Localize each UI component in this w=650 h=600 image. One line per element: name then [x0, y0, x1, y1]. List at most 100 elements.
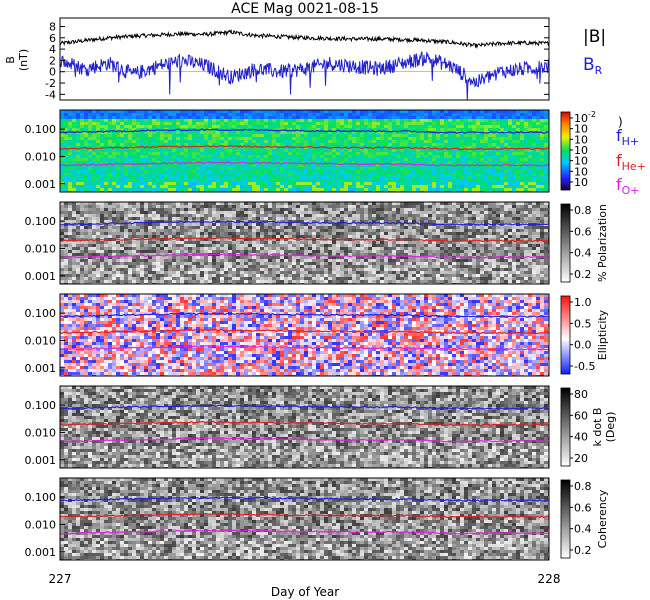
gyrofrequency-line-heplus	[60, 236, 549, 243]
plot-frame	[59, 17, 550, 101]
y-tick-label: 0.001	[25, 362, 57, 375]
panel-coherency: 0.100 0.010 0.001 0.8 0.6 0.4 0.2 Coherency	[25, 477, 609, 561]
y-tick-label: 0.001	[25, 546, 57, 559]
colorbar-tick-label: 0.4	[574, 523, 592, 536]
x-tick-label-end: 228	[538, 572, 561, 586]
y-tick-label: 0.001	[25, 454, 57, 467]
colorbar-tick-label: 0.6	[574, 501, 592, 514]
colorbar-tick-label: 10	[574, 123, 588, 136]
colorbar-tick-label: 0.8	[574, 204, 592, 217]
colorbar-label: Coherency	[596, 489, 609, 548]
y-tick-label: 0.010	[25, 334, 57, 347]
colorbar-tick-label: 10	[574, 144, 588, 157]
colorbar-tick-label: 20	[574, 452, 588, 465]
gyrofrequency-line-hplus	[60, 496, 549, 502]
y-tick-label: 8	[49, 20, 56, 33]
colorbar-tick-label: 0.2	[574, 544, 592, 557]
gyrofrequency-line-oplus	[60, 161, 549, 167]
y-tick-label: 0.010	[25, 242, 57, 255]
y-tick-label: 0.100	[25, 307, 57, 320]
gyrofrequency-line-oplus	[60, 253, 549, 259]
colorbar	[560, 111, 571, 191]
gyrofrequency-line-heplus	[60, 420, 549, 427]
gyrofrequency-line-hplus	[60, 404, 549, 410]
plot-frame	[59, 109, 550, 193]
colorbar-tick-label: 80	[574, 388, 588, 401]
colorbar-label: )	[618, 115, 623, 129]
gyrofrequency-line-oplus	[60, 437, 549, 443]
chart-title: ACE Mag 0021-08-15	[231, 1, 379, 17]
y-tick-label: 0.010	[25, 426, 57, 439]
colorbar	[560, 387, 571, 467]
y-tick-label: 0.001	[25, 270, 57, 283]
gyrofrequency-line-heplus	[60, 328, 549, 335]
y-tick-label: 4	[49, 43, 56, 56]
panel-polarization: 0.100 0.010 0.001 0.8 0.6 0.4 0.2 % Polarizatio…	[25, 201, 609, 285]
legend-b-total: |B|	[583, 27, 606, 47]
y-axis-label: B	[4, 56, 17, 64]
y-tick-label: 0.100	[25, 491, 57, 504]
colorbar	[560, 479, 571, 559]
colorbar-tick-label: 10	[574, 155, 588, 168]
gyrofrequency-line-heplus	[60, 512, 549, 519]
y-tick-label: 0.100	[25, 215, 57, 228]
y-tick-label: 0	[49, 66, 56, 79]
colorbar-tick-label: 0.4	[574, 247, 592, 260]
plot-frame	[59, 201, 550, 285]
colorbar-tick-label: 0.8	[574, 480, 592, 493]
y-tick-label: -2	[45, 77, 56, 90]
plot-frame	[59, 385, 550, 469]
colorbar-label: k dot B	[591, 408, 604, 447]
colorbar-tick-label: 10	[574, 133, 588, 146]
gyrofrequency-line-oplus	[60, 529, 549, 535]
spectrogram-cells	[60, 110, 549, 192]
y-tick-label: 0.001	[25, 178, 57, 191]
y-tick-label: 6	[49, 32, 56, 45]
legend-hplus: fH+	[616, 126, 639, 148]
legend-oplus: fO+	[616, 175, 640, 197]
x-axis-label: Day of Year	[271, 585, 339, 599]
spectrogram-cells	[60, 202, 549, 284]
panel-power: 0.1000.0100.00110-2101010101010)fH+fHe+f…	[25, 109, 646, 197]
y-tick-label: 0.100	[25, 123, 57, 136]
spectrogram-cells	[60, 478, 549, 560]
y-tick-label: 0.100	[25, 399, 57, 412]
y-tick-label: -4	[45, 88, 56, 101]
colorbar-tick-label: 40	[574, 431, 588, 444]
colorbar-label: Ellipticity	[596, 309, 609, 360]
colorbar	[560, 203, 571, 283]
plot-frame	[59, 293, 550, 377]
y-tick-label: 0.010	[25, 518, 57, 531]
series-line-b-r	[60, 51, 549, 100]
colorbar-label-unit: (Deg)	[604, 412, 617, 443]
legend-heplus: fHe+	[616, 151, 646, 173]
y-tick-label: 2	[49, 54, 56, 67]
gyrofrequency-line-hplus	[60, 128, 549, 134]
legend-b-r: BR	[583, 55, 603, 77]
plot-frame	[59, 477, 550, 561]
gyrofrequency-line-hplus	[60, 312, 549, 318]
gyrofrequency-line-heplus	[60, 144, 549, 151]
colorbar-tick-label: 10	[574, 176, 588, 189]
gyrofrequency-line-oplus	[60, 345, 549, 351]
colorbar	[560, 295, 571, 375]
panel-kdotb: 0.100 0.010 0.001 80 60 40 20k dot B (Deg)	[25, 385, 617, 469]
colorbar-tick-label: 1.0	[574, 296, 592, 309]
colorbar-tick-label: -0.5	[574, 360, 595, 373]
colorbar-tick-label: 0.2	[574, 268, 592, 281]
colorbar-label: % Polarization	[596, 204, 609, 282]
gyrofrequency-line-hplus	[60, 220, 549, 226]
colorbar-tick-label: 60	[574, 409, 588, 422]
colorbar-tick-label: 0.5	[574, 317, 592, 330]
spectrogram-cells	[60, 386, 549, 468]
colorbar-tick-label: 0.0	[574, 339, 592, 352]
colorbar-tick-label: 10	[574, 165, 588, 178]
plot-area	[60, 18, 549, 100]
x-tick-label-start: 227	[49, 572, 72, 586]
y-axis-label-unit: (nT)	[17, 49, 30, 71]
series-line-b-total	[60, 28, 549, 50]
